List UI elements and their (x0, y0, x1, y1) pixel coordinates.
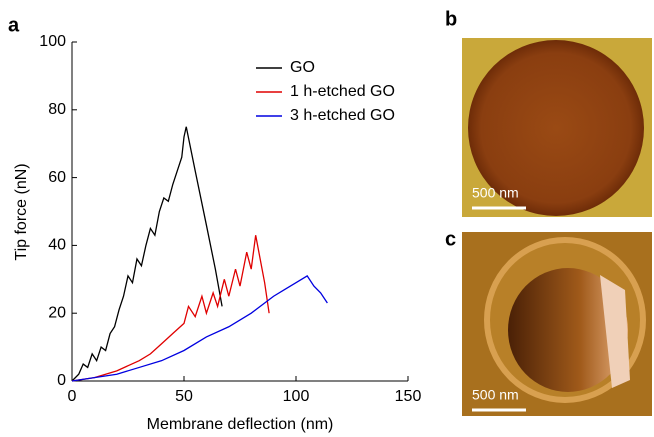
panel-letter: b (445, 8, 457, 30)
afm-edge (600, 275, 630, 388)
x-tick-label: 50 (175, 388, 193, 405)
panel-letter: c (445, 228, 456, 250)
scale-label: 500 nm (472, 185, 519, 201)
legend-label: 3 h-etched GO (290, 107, 395, 124)
x-tick-label: 0 (68, 388, 77, 405)
afm-hole (468, 40, 644, 216)
legend-label: 1 h-etched GO (290, 83, 395, 100)
y-tick-label: 40 (48, 237, 66, 254)
y-tick-label: 80 (48, 101, 66, 118)
panel-letter: a (8, 14, 20, 36)
y-tick-label: 0 (57, 372, 66, 389)
data-line (71, 235, 270, 382)
data-line (71, 126, 223, 382)
x-axis-label: Membrane deflection (nm) (147, 416, 334, 433)
legend-label: GO (290, 59, 315, 76)
x-tick-label: 150 (395, 388, 422, 405)
y-tick-label: 60 (48, 169, 66, 186)
scale-label: 500 nm (472, 387, 519, 403)
afm-crater (508, 268, 628, 392)
x-tick-label: 100 (283, 388, 310, 405)
data-line (71, 275, 328, 382)
y-tick-label: 20 (48, 304, 66, 321)
y-tick-label: 100 (39, 33, 66, 50)
y-axis-label: Tip force (nN) (13, 163, 30, 260)
